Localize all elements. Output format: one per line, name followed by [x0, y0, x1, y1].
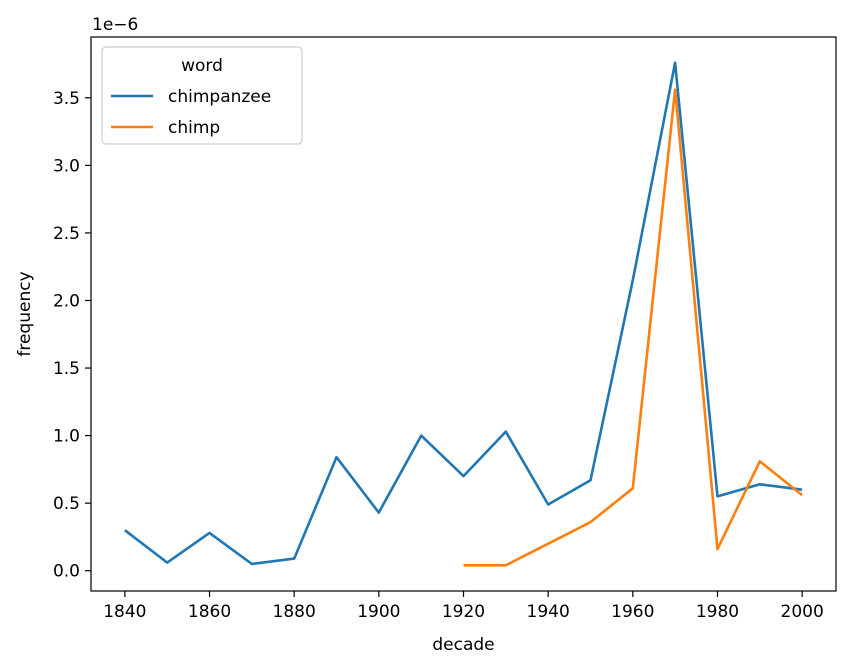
y-tick-label: 3.5: [53, 89, 80, 109]
x-tick-label: 1880: [273, 602, 316, 622]
y-tick-label: 0.0: [53, 562, 80, 582]
series-line-chimpanzee: [124, 61, 803, 566]
legend-box: [101, 46, 303, 145]
x-tick-label: 1840: [103, 602, 146, 622]
y-axis-label: frequency: [15, 271, 35, 356]
legend: word chimpanzee chimp: [101, 46, 303, 145]
x-axis-label: decade: [432, 635, 494, 655]
y-axis: 0.0 0.5 1.0 1.5 2.0 2.5 3.0 3.5: [53, 89, 91, 582]
y-tick-label: 2.0: [53, 291, 80, 311]
x-axis: 1840 1860 1880 1900 1920 1940 1960 1980 2000: [103, 591, 824, 622]
x-tick-label: 1900: [357, 602, 400, 622]
y-tick-label: 3.0: [53, 156, 80, 176]
y-tick-label: 0.5: [53, 494, 80, 514]
x-tick-label: 2000: [781, 602, 824, 622]
legend-label: chimpanzee: [168, 87, 271, 107]
plot-lines: [124, 61, 803, 567]
y-axis-offset-label: 1e−6: [92, 15, 138, 35]
x-tick-label: 1980: [696, 602, 739, 622]
y-tick-label: 1.5: [53, 359, 80, 379]
legend-label: chimp: [168, 118, 220, 138]
y-tick-label: 1.0: [53, 427, 80, 447]
legend-title: word: [181, 56, 223, 76]
y-tick-label: 2.5: [53, 224, 80, 244]
series-line-chimp: [463, 88, 803, 567]
x-tick-label: 1920: [442, 602, 485, 622]
x-tick-label: 1940: [527, 602, 570, 622]
x-tick-label: 1960: [611, 602, 654, 622]
x-tick-label: 1860: [188, 602, 231, 622]
